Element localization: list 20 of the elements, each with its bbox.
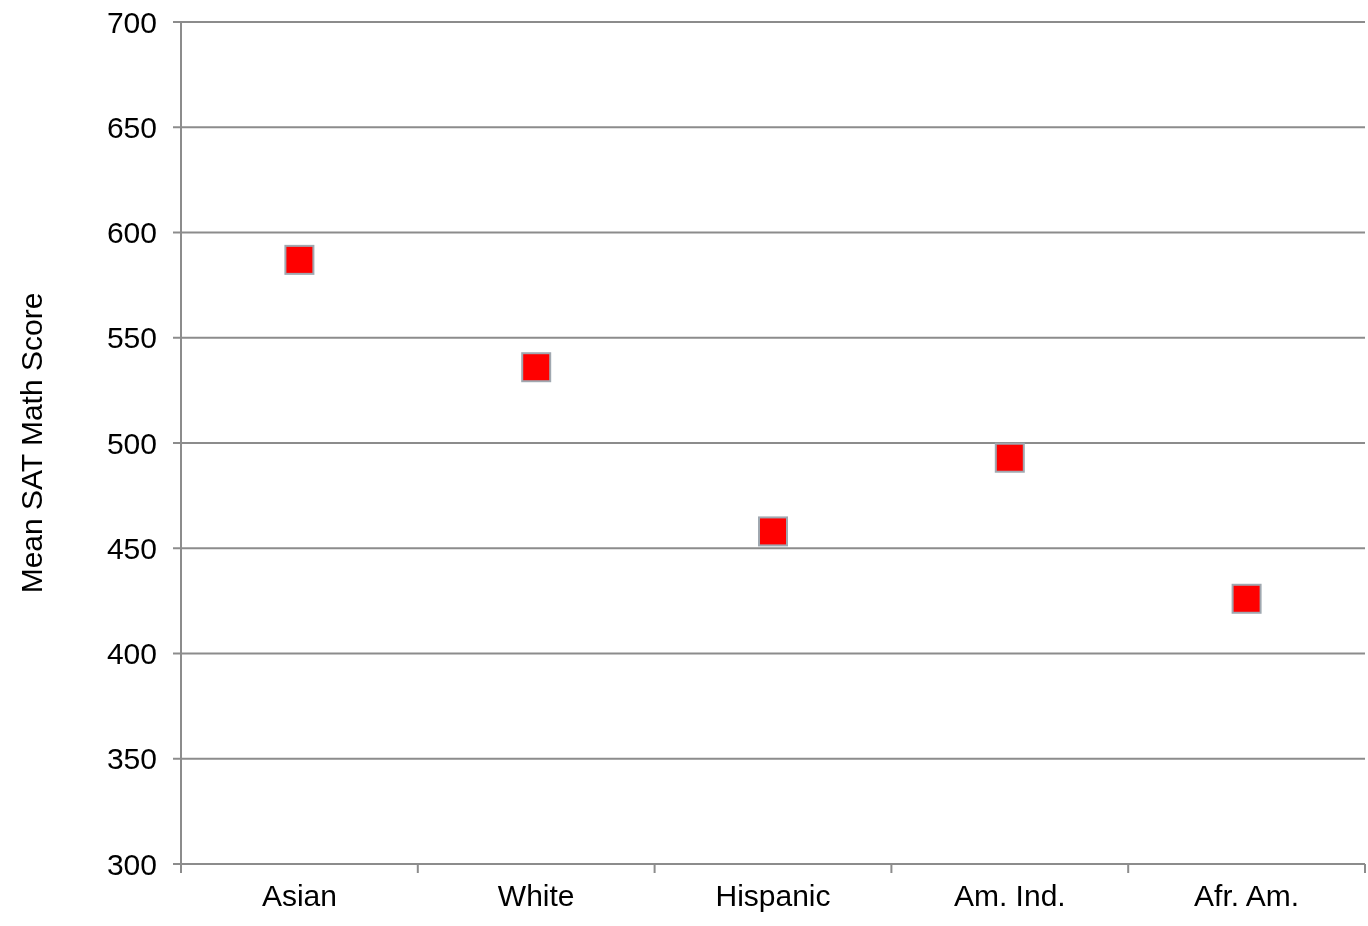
y-tick-label: 400	[106, 637, 157, 670]
y-tick-label: 650	[106, 110, 157, 144]
y-tick-label: 300	[106, 847, 157, 881]
point	[1231, 583, 1262, 614]
y-axis-title: Mean SAT Math Score	[15, 292, 48, 594]
x-tick-label: Asian	[261, 879, 337, 912]
y-tick-label: 500	[106, 426, 157, 460]
x-tick-label: Hispanic	[715, 879, 831, 912]
y-tick-label: 550	[106, 321, 157, 355]
y-tick-label: 700	[106, 5, 157, 39]
x-tick-label: Afr. Am.	[1194, 879, 1300, 912]
point	[521, 352, 552, 383]
y-tick-label: 450	[106, 531, 157, 565]
x-tick-label: Am. Ind.	[953, 879, 1066, 912]
point	[284, 244, 315, 275]
y-tick-label: 600	[106, 216, 157, 249]
point	[758, 516, 788, 547]
x-tick-label: White	[497, 879, 575, 912]
point	[994, 442, 1025, 473]
y-tick-label: 350	[106, 742, 157, 776]
